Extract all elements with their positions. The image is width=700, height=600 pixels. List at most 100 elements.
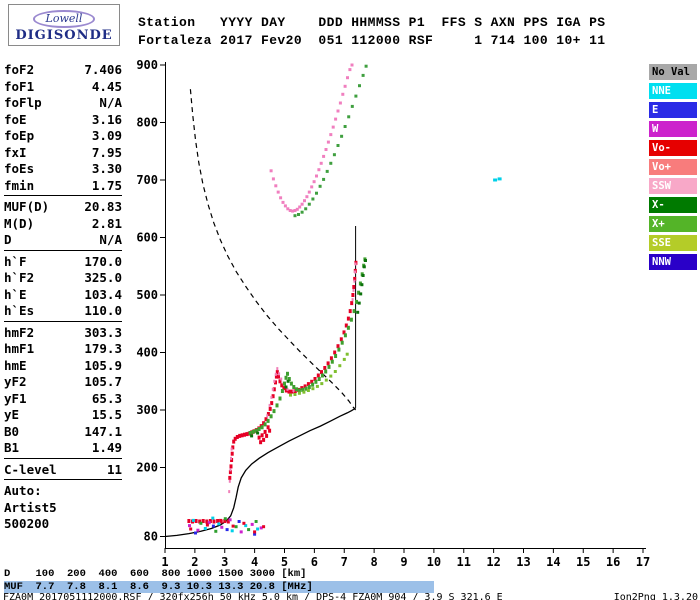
x-tick-label: 11 [457, 555, 471, 569]
y-tick-label: 200 [136, 461, 158, 475]
param-value: 170.0 [84, 253, 122, 269]
x-tick-label: 9 [400, 555, 407, 569]
param-label: C-level [4, 461, 57, 477]
param-row-hmf2: hmF2 303.3 [4, 325, 122, 342]
legend-item-vo+: Vo+ [649, 159, 697, 175]
legend-item-nnw: NNW [649, 254, 697, 270]
legend-item-w: W [649, 121, 697, 137]
param-value: 3.16 [91, 111, 122, 127]
lowell-logo-oval: Lowell [32, 10, 96, 28]
param-label: B0 [4, 423, 20, 439]
param-value: 3.09 [91, 128, 122, 143]
param-value: 1.75 [91, 177, 122, 193]
param-row-yf1: yF1 65.3 [4, 391, 122, 408]
status-bar: FZA0M_2017051112000.RSF / 320fx256h 50 k… [3, 593, 698, 600]
param-label: hmE [4, 357, 27, 373]
param-row-fmin: fmin 1.75 [4, 178, 122, 195]
param-value: 3.30 [91, 161, 122, 176]
param-value: 65.3 [91, 390, 122, 406]
param-label: yF1 [4, 390, 27, 406]
logo-brand-text: Lowell [45, 12, 83, 25]
parameter-panel: foF2 7.406 foF1 4.45 foFlp N/A foE 3.16 foEp 3.09… [4, 62, 124, 533]
param-label: h`F2 [4, 270, 35, 285]
legend-item-vo-: Vo- [649, 140, 697, 156]
param-label: foE [4, 111, 27, 127]
param-label: h`E [4, 286, 27, 302]
param-row-hme: hmE 105.9 [4, 358, 122, 375]
e-region-scatter-red [189, 518, 266, 534]
x-tick-label: 1 [161, 555, 168, 569]
o-mode-trace [187, 260, 358, 524]
x-tick-label: 10 [427, 555, 441, 569]
param-label: hmF2 [4, 324, 35, 340]
distance-row: D 100 200 400 600 800 1000 1500 3000 [km… [4, 568, 307, 580]
header-line2: Fortaleza 2017 Fev20 051 112000 RSF 1 71… [138, 32, 606, 48]
legend-item-no-val: No Val [649, 64, 697, 80]
x-tick-label: 5 [281, 555, 288, 569]
param-row-fxi: fxI 7.95 [4, 145, 122, 162]
x-mode-dark-green [250, 259, 367, 438]
legend-item-x+: X+ [649, 216, 697, 232]
x-tick-label: 6 [311, 555, 318, 569]
param-row-hf: h`F 170.0 [4, 254, 122, 271]
legend-item-ssw: SSW [649, 178, 697, 194]
param-row-fof2: foF2 7.406 [4, 62, 122, 79]
param-label: foEs [4, 161, 35, 176]
legend-item-nne: NNE [649, 83, 697, 99]
param-row-md: M(D) 2.81 [4, 216, 122, 233]
status-program-version: Ion2Png 1.3.20 [613, 592, 698, 600]
x-tick-label: 3 [221, 555, 228, 569]
param-value: 11 [106, 461, 122, 477]
param-row-clevel: C-level 11 [4, 462, 122, 479]
x-mode-trace [248, 257, 367, 435]
param-row-he: h`E 103.4 [4, 287, 122, 304]
x-tick-label: 15 [576, 555, 590, 569]
param-label: M(D) [4, 215, 35, 231]
legend-item-e: E [649, 102, 697, 118]
param-group: foF2 7.406 foF1 4.45 foFlp N/A foE 3.16 foEp 3.09… [4, 62, 122, 196]
param-value: 110.0 [84, 303, 122, 318]
param-value: 179.3 [84, 341, 122, 356]
param-row-foe: foE 3.16 [4, 112, 122, 129]
x-tick-label: 7 [341, 555, 348, 569]
param-footer-auto: Auto: [4, 483, 42, 498]
e-region-scatter-cyan [191, 516, 260, 533]
param-row-foep: foEp 3.09 [4, 128, 122, 145]
param-value: 7.95 [91, 144, 122, 160]
param-row-b0: B0 147.1 [4, 424, 122, 441]
y-tick-label: 500 [136, 288, 158, 302]
param-row-hes: h`Es 110.0 [4, 303, 122, 320]
param-row-b1: B1 1.49 [4, 440, 122, 457]
y-tick-label: 400 [136, 346, 158, 360]
x-tick-label: 14 [546, 555, 560, 569]
x-axis-frequency-mhz: 1 2 3 4 5 6 7 8 9 10 11 12 13 14 15 16 17 [161, 548, 650, 569]
status-file-info: FZA0M_2017051112000.RSF / 320fx256h 50 k… [3, 592, 503, 600]
param-row-yf2: yF2 105.7 [4, 374, 122, 391]
x-plus-lower-trace [289, 352, 349, 397]
param-value: 147.1 [84, 423, 122, 439]
param-group: h`F 170.0 h`F2 325.0 h`E 103.4 h`Es 110.0 [4, 254, 122, 322]
y-tick-label: 900 [136, 58, 158, 72]
param-value: 7.406 [84, 62, 122, 77]
param-label: B1 [4, 440, 20, 455]
param-group: MUF(D) 20.83 M(D) 2.81 D N/A [4, 199, 122, 251]
legend-item-sse: SSE [649, 235, 697, 251]
x-tick-label: 17 [636, 555, 650, 569]
param-group: hmF2 303.3 hmF1 179.3 hmE 105.9 yF2 105.7 yF1 65.… [4, 325, 122, 459]
station-header: Station YYYY DAY DDD HHMMSS P1 FFS S AXN… [138, 14, 605, 49]
x-tick-label: 12 [486, 555, 500, 569]
logo-product-text: DIGISONDE [15, 28, 113, 43]
param-label: fxI [4, 144, 27, 160]
param-label: foF1 [4, 78, 35, 94]
param-value: 20.83 [84, 199, 122, 214]
param-label: hmF1 [4, 341, 35, 356]
param-value: 103.4 [84, 286, 122, 302]
y-tick-label: 300 [136, 403, 158, 417]
param-label: foEp [4, 128, 35, 143]
header-line1: Station YYYY DAY DDD HHMMSS P1 FFS S AXN… [138, 15, 606, 30]
x-tick-label: 2 [191, 555, 198, 569]
second-hop-pink [269, 63, 354, 213]
e-region-scatter-green [199, 517, 258, 533]
param-value: N/A [99, 95, 122, 110]
echo-color-legend: No Val NNE E W Vo- Vo+ SSW X- X+ SSE NNW [649, 64, 697, 273]
